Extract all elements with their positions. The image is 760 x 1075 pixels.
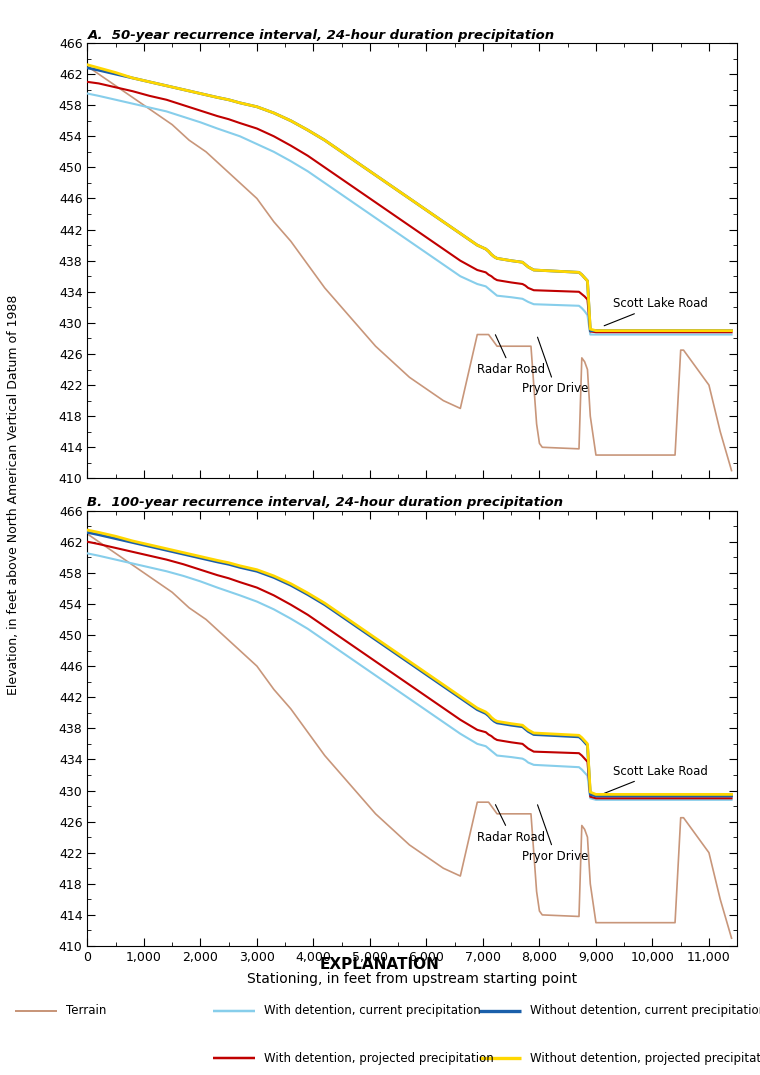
X-axis label: Stationing, in feet from upstream starting point: Stationing, in feet from upstream starti… [247,972,578,986]
Text: With detention, current precipitation: With detention, current precipitation [264,1004,480,1017]
Text: Without detention, projected precipitation: Without detention, projected precipitati… [530,1051,760,1065]
Text: B.  100-year recurrence interval, 24-hour duration precipitation: B. 100-year recurrence interval, 24-hour… [87,497,563,510]
Text: A.  50-year recurrence interval, 24-hour duration precipitation: A. 50-year recurrence interval, 24-hour … [87,29,555,42]
Text: Radar Road: Radar Road [477,805,546,844]
Text: Scott Lake Road: Scott Lake Road [604,764,708,793]
Text: EXPLANATION: EXPLANATION [320,957,440,972]
Text: Scott Lake Road: Scott Lake Road [604,297,708,326]
Text: Pryor Drive: Pryor Drive [522,338,589,396]
Text: Pryor Drive: Pryor Drive [522,805,589,863]
Text: Terrain: Terrain [66,1004,106,1017]
Text: Radar Road: Radar Road [477,334,546,376]
Text: Without detention, current precipitation: Without detention, current precipitation [530,1004,760,1017]
Text: Elevation, in feet above North American Vertical Datum of 1988: Elevation, in feet above North American … [7,295,21,694]
Text: With detention, projected precipitation: With detention, projected precipitation [264,1051,493,1065]
